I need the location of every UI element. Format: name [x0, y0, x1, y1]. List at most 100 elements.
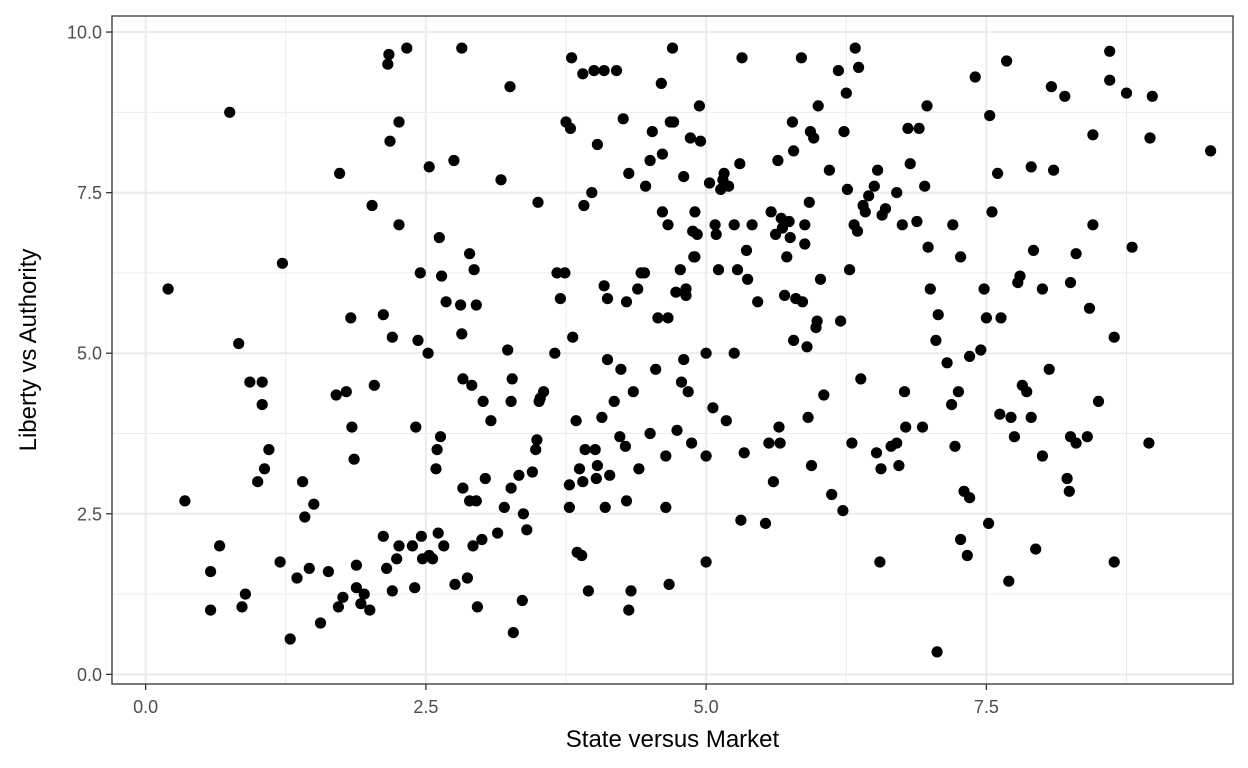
data-point	[391, 553, 403, 565]
data-point	[1083, 302, 1096, 314]
data-point	[239, 588, 251, 600]
data-point	[646, 126, 658, 138]
data-point	[1064, 277, 1077, 289]
data-point	[284, 633, 296, 645]
data-point	[233, 338, 245, 350]
data-point	[995, 312, 1007, 324]
data-point	[1025, 411, 1037, 423]
data-point	[386, 331, 398, 343]
data-point	[814, 273, 827, 285]
data-point	[531, 434, 543, 446]
data-point	[712, 264, 725, 276]
data-point	[779, 289, 791, 301]
data-point	[859, 206, 871, 218]
data-point	[930, 334, 942, 346]
data-point	[566, 52, 578, 64]
data-point	[655, 77, 667, 89]
data-point	[803, 196, 815, 208]
data-point	[742, 273, 754, 285]
data-point	[297, 476, 309, 488]
data-point	[564, 122, 577, 134]
data-point	[516, 594, 528, 607]
data-point	[614, 431, 626, 443]
data-point	[355, 598, 367, 610]
data-point	[415, 530, 427, 542]
data-point	[577, 476, 589, 488]
data-point	[964, 350, 976, 362]
data-point	[337, 591, 349, 603]
data-point	[994, 408, 1006, 420]
y-axis-title: Liberty vs Authority	[15, 249, 42, 452]
data-point	[902, 122, 914, 134]
data-point	[567, 331, 579, 343]
data-point	[330, 389, 342, 401]
data-point	[590, 472, 602, 485]
data-point	[740, 244, 753, 256]
data-point	[1059, 90, 1071, 102]
data-point	[604, 469, 616, 481]
data-point	[720, 415, 732, 427]
data-point	[678, 171, 690, 183]
data-point	[919, 180, 931, 192]
data-point	[466, 379, 478, 391]
data-point	[678, 354, 690, 366]
data-point	[440, 296, 452, 308]
data-point	[811, 315, 823, 327]
data-point	[633, 463, 645, 475]
data-point	[1146, 90, 1158, 102]
data-point	[591, 138, 604, 151]
y-tick-label: 10.0	[67, 23, 102, 43]
data-point	[736, 52, 748, 64]
data-point	[975, 344, 987, 356]
data-point	[468, 264, 480, 276]
data-point	[224, 106, 236, 118]
data-point	[870, 447, 883, 459]
data-point	[346, 421, 358, 433]
data-point	[689, 206, 701, 218]
data-point	[464, 248, 476, 260]
data-point	[746, 219, 758, 231]
data-point	[434, 431, 447, 443]
data-point	[891, 437, 903, 449]
data-point	[504, 81, 516, 93]
data-point	[1003, 575, 1015, 587]
data-point	[303, 562, 315, 575]
data-point	[589, 444, 601, 456]
data-point	[348, 453, 360, 465]
data-point	[461, 572, 473, 584]
data-point	[759, 517, 772, 530]
data-point	[786, 116, 799, 128]
data-point	[414, 267, 426, 279]
data-point	[598, 280, 610, 292]
data-point	[340, 386, 352, 398]
y-tick-label: 0.0	[77, 665, 102, 685]
data-point	[783, 215, 795, 228]
data-point	[947, 219, 959, 231]
data-point	[1043, 363, 1055, 375]
data-point	[599, 501, 611, 513]
data-point	[448, 154, 460, 167]
data-point	[467, 540, 479, 552]
data-point	[578, 199, 590, 212]
data-point	[674, 264, 686, 276]
data-point	[682, 386, 694, 398]
data-point	[863, 190, 875, 202]
data-point	[513, 469, 525, 481]
data-point	[401, 42, 413, 54]
data-point	[784, 232, 796, 244]
data-point	[205, 566, 217, 578]
data-point	[601, 293, 614, 305]
data-point	[449, 578, 461, 591]
data-point	[620, 296, 633, 308]
data-point	[767, 476, 780, 488]
data-point	[700, 556, 712, 568]
data-point	[314, 617, 327, 629]
data-point	[377, 309, 389, 321]
data-point	[1108, 331, 1120, 343]
data-point	[492, 527, 504, 539]
data-point	[898, 386, 911, 398]
data-point	[689, 251, 701, 263]
data-point	[941, 357, 953, 369]
data-point	[582, 585, 595, 597]
